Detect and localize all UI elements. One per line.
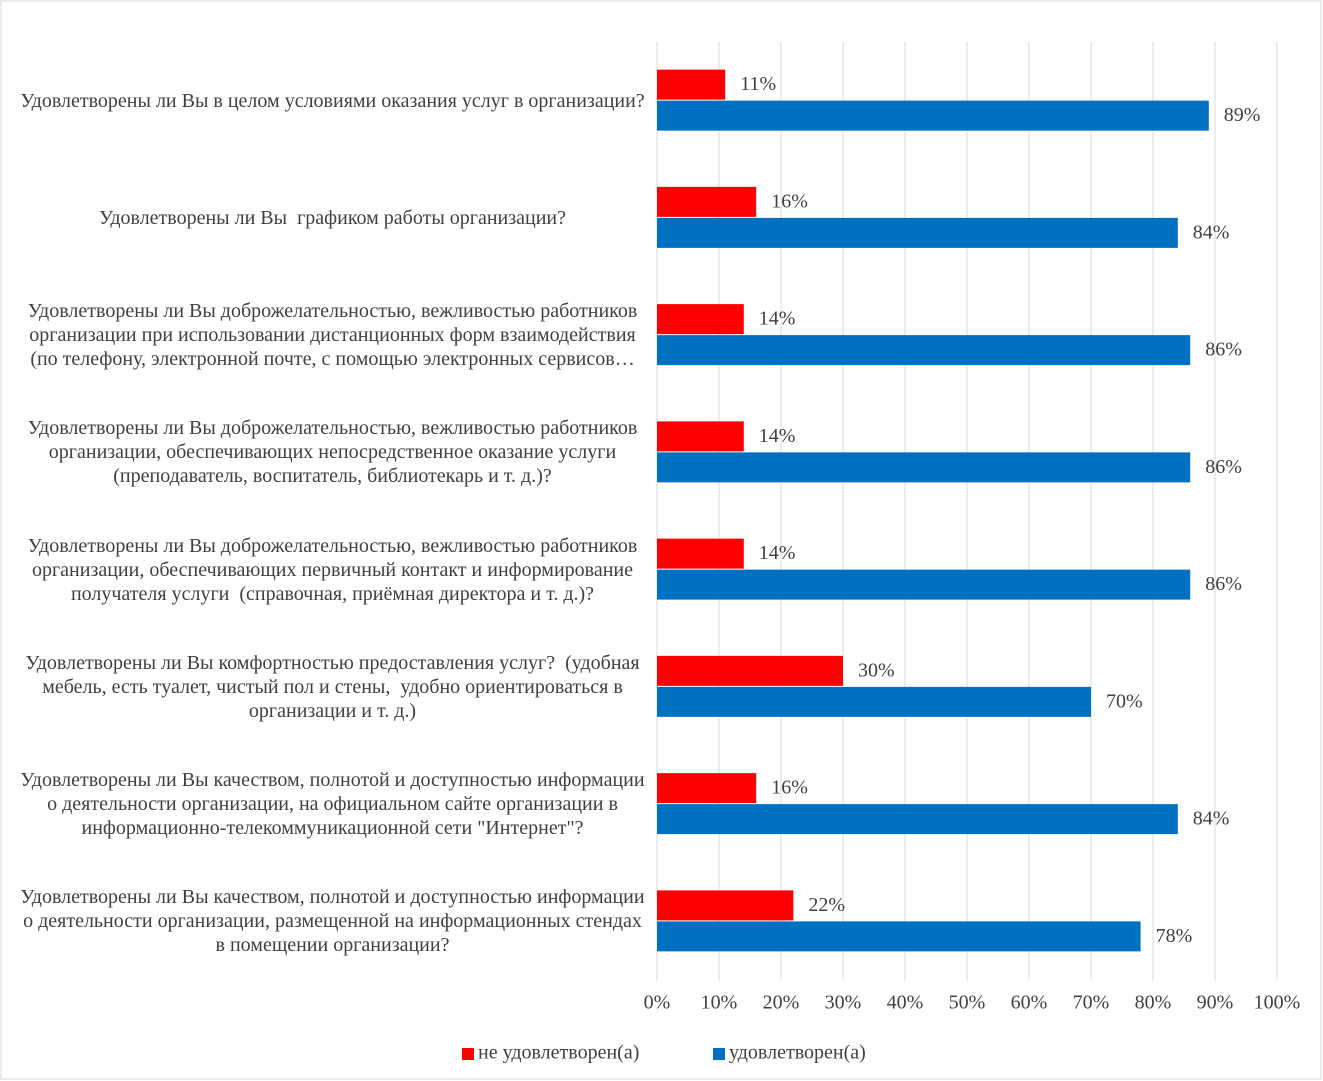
bar xyxy=(657,186,757,217)
value-label: 22% xyxy=(808,894,845,916)
bar xyxy=(657,686,1091,717)
value-label: 16% xyxy=(771,777,808,799)
value-label: 70% xyxy=(1106,690,1143,712)
bar xyxy=(657,304,744,335)
value-label: 14% xyxy=(759,425,796,447)
bar xyxy=(657,773,757,804)
bar xyxy=(657,655,843,686)
bar xyxy=(657,538,744,569)
x-tick-label: 70% xyxy=(1073,992,1110,1014)
x-tick-label: 0% xyxy=(644,992,671,1014)
legend-swatch xyxy=(462,1048,474,1060)
legend-label: удовлетворен(а) xyxy=(729,1042,866,1064)
x-tick-label: 90% xyxy=(1197,992,1234,1014)
x-tick-label: 50% xyxy=(949,992,986,1014)
bar xyxy=(657,100,1209,131)
value-label: 78% xyxy=(1156,925,1193,947)
x-tick-label: 80% xyxy=(1135,992,1172,1014)
y-tick-label: Удовлетворены ли Вы доброжелательностью,… xyxy=(27,300,643,370)
value-label: 86% xyxy=(1205,573,1242,595)
category-label-box: Удовлетворены ли Вы качеством, полнотой … xyxy=(20,746,645,863)
y-tick-label: Удовлетворены ли Вы графиком работы орга… xyxy=(98,206,567,229)
y-tick-label: Удовлетворены ли Вы доброжелательностью,… xyxy=(27,534,643,605)
value-label: 30% xyxy=(858,659,895,681)
x-tick-label: 10% xyxy=(701,992,738,1014)
category-label-box: Удовлетворены ли Вы доброжелательностью,… xyxy=(20,394,645,511)
bar xyxy=(657,890,794,921)
x-tick-label: 60% xyxy=(1011,992,1048,1014)
x-tick-label: 30% xyxy=(825,992,862,1014)
category-label-box: Удовлетворены ли Вы качеством, полнотой … xyxy=(20,863,645,980)
bar xyxy=(657,569,1191,600)
y-tick-label: Удовлетворены ли Вы комфортностью предос… xyxy=(25,651,645,722)
category-label-box: Удовлетворены ли Вы комфортностью предос… xyxy=(20,628,645,745)
value-label: 86% xyxy=(1205,456,1242,478)
value-label: 14% xyxy=(759,542,796,564)
legend-label: не удовлетворен(а) xyxy=(478,1042,639,1064)
x-tick-label: 100% xyxy=(1254,992,1301,1014)
y-tick-label: Удовлетворены ли Вы в целом условиями ок… xyxy=(20,89,645,112)
value-label: 16% xyxy=(771,190,808,212)
value-label: 89% xyxy=(1224,104,1261,126)
x-tick-label: 40% xyxy=(887,992,924,1014)
value-label: 86% xyxy=(1205,339,1242,361)
bar xyxy=(657,69,726,100)
bar xyxy=(657,452,1191,483)
category-label-box: Удовлетворены ли Вы графиком работы орга… xyxy=(20,159,645,276)
value-label: 11% xyxy=(740,73,776,95)
value-label: 84% xyxy=(1193,221,1230,243)
category-label-box: Удовлетворены ли Вы доброжелательностью,… xyxy=(20,511,645,628)
category-label-box: Удовлетворены ли Вы в целом условиями ок… xyxy=(20,42,645,159)
bar xyxy=(657,421,744,452)
value-label: 84% xyxy=(1193,808,1230,830)
y-tick-label: Удовлетворены ли Вы качеством, полнотой … xyxy=(20,769,645,839)
bar xyxy=(657,217,1178,248)
legend-swatch xyxy=(713,1048,725,1060)
bar xyxy=(657,921,1141,952)
x-tick-label: 20% xyxy=(763,992,800,1014)
category-label-box: Удовлетворены ли Вы доброжелательностью,… xyxy=(20,277,645,394)
value-label: 14% xyxy=(759,308,796,330)
bar xyxy=(657,804,1178,835)
bar xyxy=(657,335,1191,366)
y-tick-label: Удовлетворены ли Вы доброжелательностью,… xyxy=(27,417,643,488)
y-tick-label: Удовлетворены ли Вы качеством, полнотой … xyxy=(20,886,645,957)
